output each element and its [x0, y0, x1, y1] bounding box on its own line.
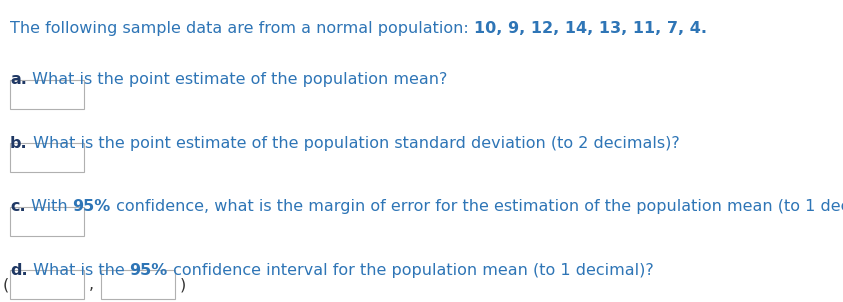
- Text: With: With: [26, 199, 72, 214]
- Text: 10, 9, 12, 14, 13, 11, 7, 4.: 10, 9, 12, 14, 13, 11, 7, 4.: [474, 21, 707, 36]
- Text: 95%: 95%: [72, 199, 110, 214]
- Text: What is the: What is the: [28, 263, 130, 278]
- Text: What is the point estimate of the population mean?: What is the point estimate of the popula…: [27, 72, 448, 88]
- FancyBboxPatch shape: [101, 270, 175, 299]
- Text: confidence interval for the population mean (to 1 decimal)?: confidence interval for the population m…: [168, 263, 653, 278]
- Text: b.: b.: [10, 136, 28, 151]
- FancyBboxPatch shape: [10, 207, 84, 236]
- Text: a.: a.: [10, 72, 27, 88]
- Text: What is the point estimate of the population standard deviation (to 2 decimals)?: What is the point estimate of the popula…: [28, 136, 679, 151]
- Text: The following sample data are from a normal population:: The following sample data are from a nor…: [10, 21, 474, 36]
- FancyBboxPatch shape: [10, 80, 84, 109]
- Text: confidence, what is the margin of error for the estimation of the population mea: confidence, what is the margin of error …: [110, 199, 843, 214]
- Text: ,: ,: [89, 277, 94, 292]
- FancyBboxPatch shape: [10, 143, 84, 172]
- FancyBboxPatch shape: [10, 270, 84, 299]
- Text: ): ): [180, 277, 185, 292]
- Text: d.: d.: [10, 263, 28, 278]
- Text: 95%: 95%: [130, 263, 168, 278]
- Text: (: (: [3, 277, 8, 292]
- Text: c.: c.: [10, 199, 26, 214]
